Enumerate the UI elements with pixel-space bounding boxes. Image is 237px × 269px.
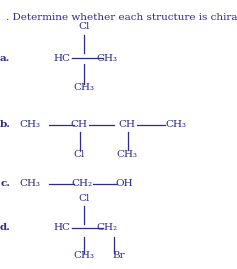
Text: CH₃: CH₃ [97, 54, 118, 63]
Text: Br: Br [112, 250, 125, 260]
Text: Cl: Cl [79, 22, 90, 31]
Text: CH₂: CH₂ [96, 224, 118, 232]
Text: CH: CH [70, 120, 87, 129]
Text: d.: d. [0, 224, 10, 232]
Text: CH₃: CH₃ [117, 150, 137, 159]
Text: CH₃: CH₃ [74, 250, 95, 260]
Text: c.: c. [0, 179, 10, 188]
Text: CH₃: CH₃ [165, 120, 186, 129]
Text: CH₃: CH₃ [20, 179, 41, 188]
Text: OH: OH [115, 179, 133, 188]
Text: HC: HC [53, 224, 70, 232]
Text: Cl: Cl [73, 150, 84, 159]
Text: HC: HC [53, 54, 70, 63]
Text: CH₂: CH₂ [71, 179, 92, 188]
Text: a.: a. [0, 54, 10, 63]
Text: CH: CH [118, 120, 136, 129]
Text: CH₃: CH₃ [20, 120, 41, 129]
Text: b.: b. [0, 120, 10, 129]
Text: Cl: Cl [79, 194, 90, 203]
Text: . Determine whether each structure is chiral.: . Determine whether each structure is ch… [6, 13, 237, 22]
Text: CH₃: CH₃ [74, 83, 95, 92]
